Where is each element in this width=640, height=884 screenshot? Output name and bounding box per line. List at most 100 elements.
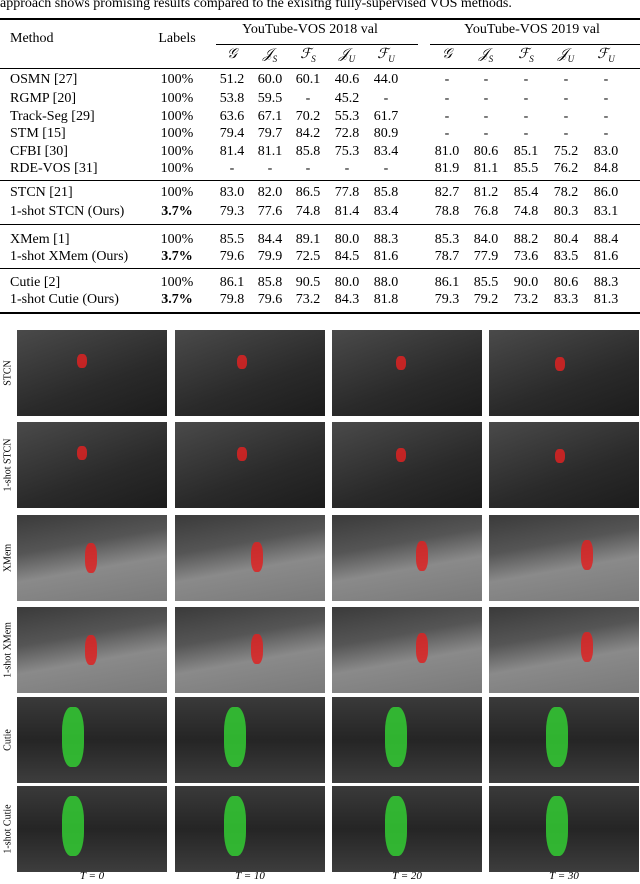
metric-header: 𝒢 — [227, 47, 237, 63]
value-cell: - — [267, 161, 273, 176]
metric-sub: U — [567, 53, 575, 64]
labels-cell: 100% — [160, 91, 194, 106]
metric-symbol: ℱ — [377, 47, 389, 62]
method-cell: 1-shot STCN (Ours) — [10, 204, 125, 219]
value-cell: 82.7 — [434, 185, 460, 200]
value-cell: 83.0 — [593, 144, 619, 159]
value-cell: 81.8 — [373, 292, 399, 307]
value-cell: - — [603, 109, 609, 124]
method-cell: STM [15] — [10, 126, 66, 141]
frame-image — [489, 330, 639, 416]
labels-cell: 100% — [160, 161, 194, 176]
frame-image — [17, 422, 167, 508]
caption: approach shows promising results compare… — [0, 0, 512, 11]
value-cell: 81.1 — [257, 144, 283, 159]
mask — [224, 707, 246, 767]
column-label: T = 10 — [235, 870, 265, 882]
value-cell: - — [344, 161, 350, 176]
value-cell: - — [383, 91, 389, 106]
value-cell: 73.6 — [513, 249, 539, 264]
value-cell: 78.8 — [434, 204, 460, 219]
value-cell: 45.2 — [334, 91, 360, 106]
labels-cell: 100% — [160, 232, 194, 247]
value-cell: 84.5 — [334, 249, 360, 264]
rule — [0, 268, 640, 269]
metric-sub: U — [608, 53, 615, 64]
value-cell: 84.4 — [257, 232, 283, 247]
mask — [546, 707, 568, 767]
value-cell: 81.1 — [473, 161, 499, 176]
value-cell: 79.6 — [257, 292, 283, 307]
labels-cell: 100% — [160, 185, 194, 200]
rule — [216, 44, 418, 45]
value-cell: 85.5 — [473, 275, 499, 290]
value-cell: 84.2 — [295, 126, 321, 141]
mask — [237, 447, 247, 461]
metric-sub: S — [272, 53, 278, 64]
metric-sub: U — [348, 53, 356, 64]
header-cell: YouTube-VOS 2018 val — [242, 22, 378, 37]
metric-symbol: 𝒢 — [227, 47, 237, 62]
mask — [224, 796, 246, 856]
value-cell: - — [305, 161, 311, 176]
metric-sub: S — [488, 53, 494, 64]
value-cell: 85.4 — [513, 185, 539, 200]
metric-sub: S — [529, 53, 534, 64]
value-cell: 80.6 — [473, 144, 499, 159]
mask — [237, 355, 247, 369]
frame-image — [175, 330, 325, 416]
labels-cell: 100% — [160, 144, 194, 159]
mask — [555, 357, 565, 371]
value-cell: 77.9 — [473, 249, 499, 264]
method-cell: 1-shot XMem (Ours) — [10, 249, 129, 264]
value-cell: - — [229, 161, 235, 176]
value-cell: 86.1 — [434, 275, 460, 290]
metric-symbol: ℱ — [300, 47, 312, 62]
mask — [62, 796, 84, 856]
frame-image — [17, 607, 167, 693]
value-cell: 79.3 — [219, 204, 245, 219]
metric-symbol: 𝒢 — [442, 47, 452, 62]
metric-header: 𝒥S — [263, 47, 277, 67]
frame-image — [17, 786, 167, 872]
value-cell: 83.5 — [553, 249, 579, 264]
mask — [85, 543, 97, 573]
method-cell: Track-Seg [29] — [10, 109, 95, 124]
frame-image — [332, 422, 482, 508]
labels-cell: 100% — [160, 126, 194, 141]
frame-image — [332, 697, 482, 783]
value-cell: 90.5 — [295, 275, 321, 290]
value-cell: 80.4 — [553, 232, 579, 247]
metric-sub: S — [311, 53, 316, 64]
metric-symbol: 𝒥 — [338, 47, 349, 62]
frame-image — [17, 697, 167, 783]
metric-symbol: 𝒥 — [262, 47, 273, 62]
value-cell: 79.8 — [219, 292, 245, 307]
value-cell: 83.0 — [219, 185, 245, 200]
value-cell: - — [523, 109, 529, 124]
value-cell: 72.5 — [295, 249, 321, 264]
value-cell: 83.1 — [593, 204, 619, 219]
value-cell: - — [523, 91, 529, 106]
method-cell: XMem [1] — [10, 232, 70, 247]
value-cell: 80.3 — [553, 204, 579, 219]
mask — [581, 540, 593, 570]
row-label: 1-shot Cutie — [2, 804, 14, 854]
rule — [0, 68, 640, 69]
mask — [62, 707, 84, 767]
value-cell: 72.8 — [334, 126, 360, 141]
value-cell: 59.5 — [257, 91, 283, 106]
value-cell: 75.3 — [334, 144, 360, 159]
value-cell: 78.7 — [434, 249, 460, 264]
frame-image — [332, 330, 482, 416]
value-cell: 79.9 — [257, 249, 283, 264]
method-cell: RDE-VOS [31] — [10, 161, 98, 176]
mask — [85, 635, 97, 665]
value-cell: 81.6 — [593, 249, 619, 264]
value-cell: 88.3 — [593, 275, 619, 290]
value-cell: 85.8 — [373, 185, 399, 200]
labels-cell: 3.7% — [161, 292, 193, 307]
value-cell: 40.6 — [334, 72, 360, 87]
value-cell: 44.0 — [373, 72, 399, 87]
